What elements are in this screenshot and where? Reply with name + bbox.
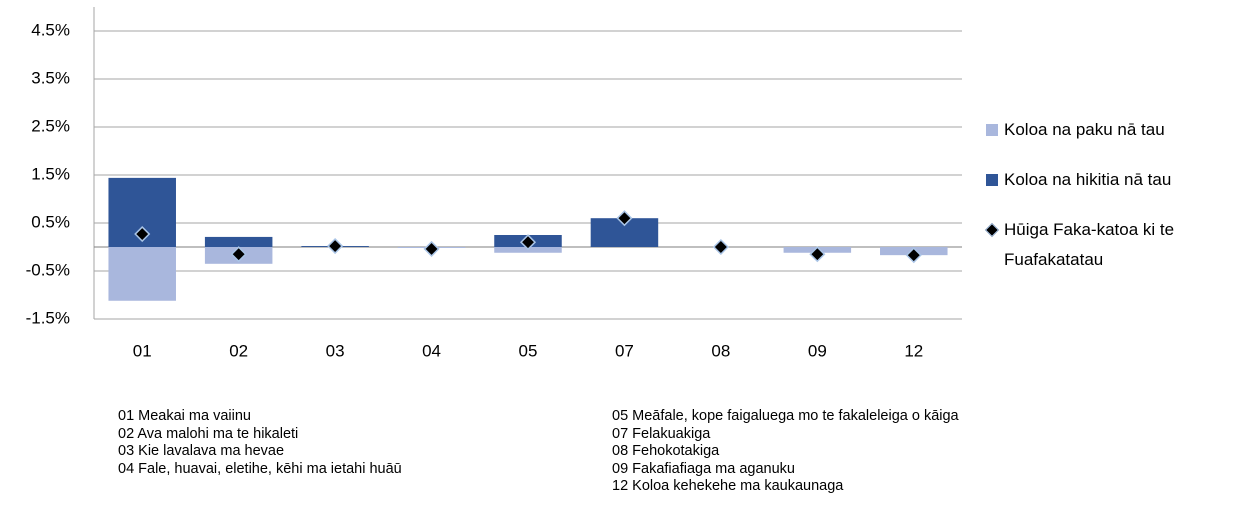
- y-tick-label: 0.5%: [31, 212, 70, 231]
- legend-swatch: [986, 174, 998, 186]
- x-tick-label: 03: [326, 341, 345, 360]
- y-tick-label: 4.5%: [31, 20, 70, 39]
- legend-item: Koloa na paku nā tau: [986, 115, 1256, 145]
- x-tick-label: 04: [422, 341, 441, 360]
- chart: -1.5% -0.5% 0.5% 1.5% 2.5% 3.5% 4.5% 01 02 03 04 05…: [26, 7, 962, 360]
- note: 09 Fakafiafiaga ma aganuku: [612, 460, 795, 477]
- bar: [108, 247, 176, 301]
- legend-swatch: [986, 124, 998, 136]
- bar: [204, 236, 273, 247]
- note: 05 Meāfale, kope faigaluega mo te fakale…: [612, 408, 959, 424]
- marker: [905, 247, 922, 264]
- x-tick-label: 12: [904, 341, 923, 360]
- legend-item: Koloa na hikitia nā tau: [986, 165, 1256, 195]
- legend-item: Hūiga Faka-katoa ki te Fuafakatatau: [984, 215, 1256, 275]
- x-tick-label: 02: [229, 341, 248, 360]
- legend-label: Hūiga Faka-katoa ki te Fuafakatatau: [1004, 220, 1175, 269]
- marker: [809, 246, 826, 263]
- notes: 05 Meāfale, kope faigaluega mo te fakale…: [612, 408, 959, 496]
- note: 08 Fehokotakiga: [612, 443, 720, 459]
- x-tick-label: 01: [133, 341, 152, 360]
- y-tick-label: -0.5%: [26, 260, 70, 279]
- x-tick-label: 08: [711, 341, 730, 360]
- x-tick-label: 05: [519, 341, 538, 360]
- x-tick-label: 07: [615, 341, 634, 360]
- legend-label: Koloa na paku nā tau: [1004, 120, 1165, 139]
- notes: 01 Meakai ma vaiinu 02 Ava malohi ma te h…: [118, 408, 402, 478]
- marker: [423, 240, 440, 257]
- y-tick-label: -1.5%: [26, 308, 70, 327]
- y-tick-label: 1.5%: [31, 164, 70, 183]
- marker: [712, 238, 729, 256]
- note: 03 Kie lavalava ma hevae: [118, 443, 285, 459]
- x-tick-label: 09: [808, 341, 827, 360]
- marker: [519, 234, 537, 251]
- y-tick-label: 2.5%: [31, 116, 70, 135]
- legend-label: Koloa na hikitia nā tau: [1004, 170, 1172, 189]
- y-tick-label: 3.5%: [31, 68, 70, 87]
- legend: Koloa na paku nā tau Koloa na hikitia nā …: [984, 115, 1256, 295]
- note: 12 Koloa kehekehe ma kaukaunaga: [612, 478, 844, 494]
- marker: [230, 246, 247, 263]
- note: 01 Meakai ma vaiinu: [118, 408, 251, 424]
- legend-swatch: [984, 222, 1000, 238]
- note: 02 Ava malohi ma te hikaleti: [118, 425, 299, 442]
- note: 04 Fale, huavai, eletihe, kēhi ma ietahi…: [118, 460, 402, 477]
- marker: [134, 225, 151, 243]
- note: 07 Felakuakiga: [612, 425, 711, 442]
- marker: [616, 210, 633, 227]
- marker: [327, 237, 344, 255]
